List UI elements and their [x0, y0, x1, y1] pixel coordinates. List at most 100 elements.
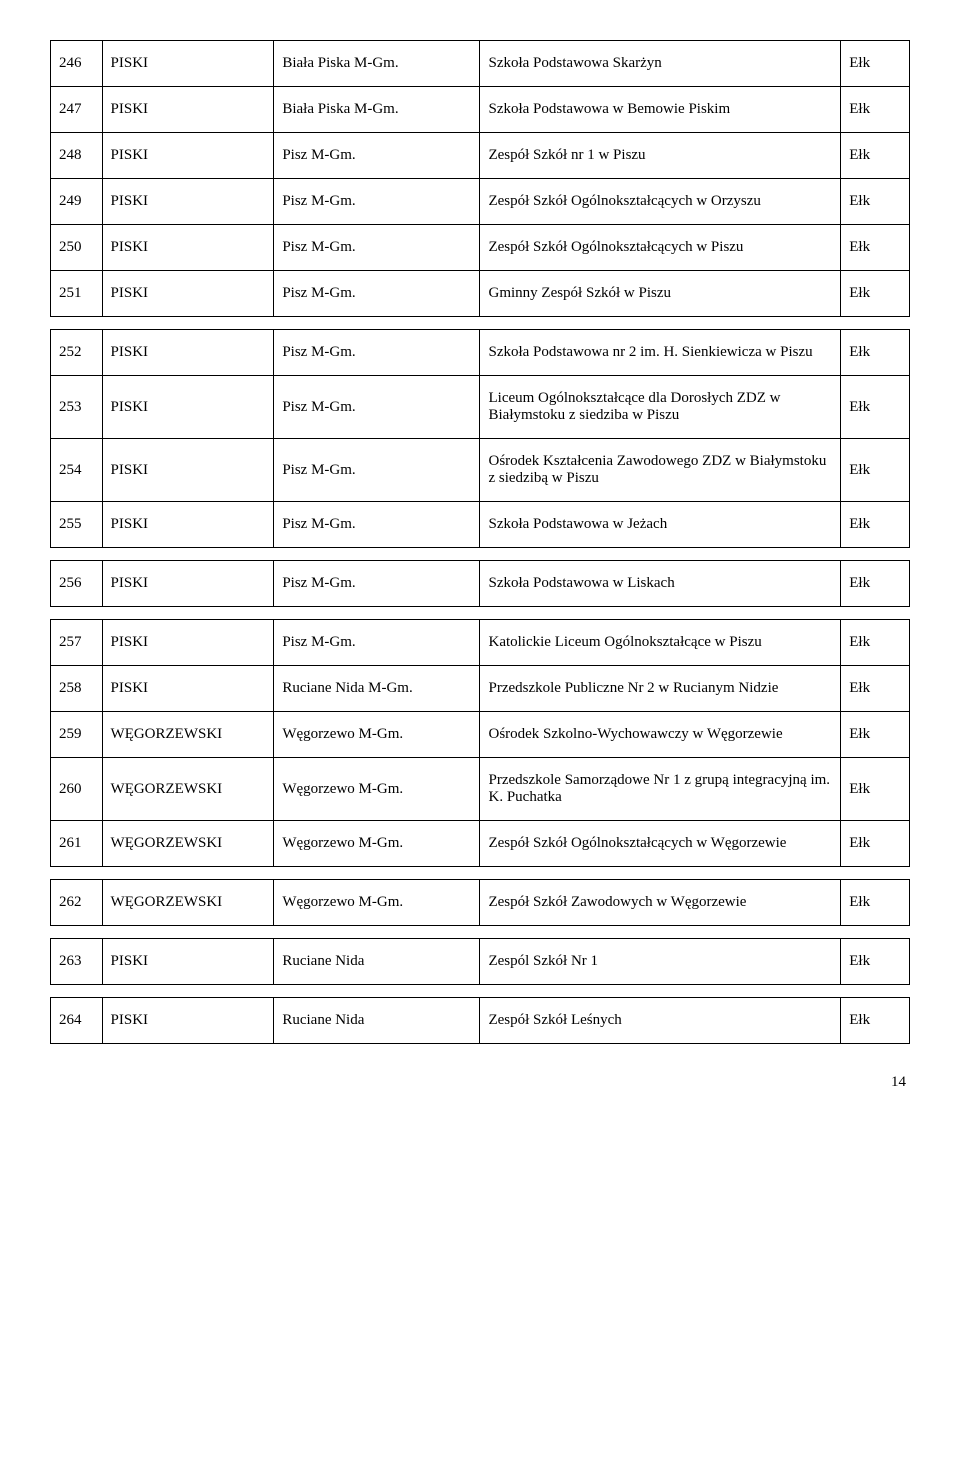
cell-number: 250 — [51, 225, 103, 271]
cell-gmina: Ruciane Nida — [274, 998, 480, 1044]
cell-number: 248 — [51, 133, 103, 179]
table-row: 252PISKIPisz M-Gm.Szkoła Podstawowa nr 2… — [51, 330, 910, 376]
table-row: 250PISKIPisz M-Gm.Zespół Szkół Ogólnoksz… — [51, 225, 910, 271]
table-row: 253PISKIPisz M-Gm.Liceum Ogólnokształcąc… — [51, 376, 910, 439]
cell-gmina: Pisz M-Gm. — [274, 376, 480, 439]
cell-district: PISKI — [102, 502, 274, 548]
row-gap — [51, 607, 910, 620]
table-row: 261WĘGORZEWSKIWęgorzewo M-Gm.Zespół Szkó… — [51, 821, 910, 867]
cell-gmina: Biała Piska M-Gm. — [274, 87, 480, 133]
cell-gmina: Węgorzewo M-Gm. — [274, 758, 480, 821]
cell-district: PISKI — [102, 330, 274, 376]
cell-city: Ełk — [841, 666, 910, 712]
cell-city: Ełk — [841, 439, 910, 502]
page-number: 14 — [50, 1044, 910, 1091]
cell-gmina: Pisz M-Gm. — [274, 439, 480, 502]
cell-number: 261 — [51, 821, 103, 867]
cell-number: 258 — [51, 666, 103, 712]
table-row: 254PISKIPisz M-Gm.Ośrodek Kształcenia Za… — [51, 439, 910, 502]
cell-number: 259 — [51, 712, 103, 758]
cell-district: WĘGORZEWSKI — [102, 821, 274, 867]
table-row: 262WĘGORZEWSKIWęgorzewo M-Gm.Zespół Szkó… — [51, 880, 910, 926]
cell-gmina: Węgorzewo M-Gm. — [274, 821, 480, 867]
cell-district: PISKI — [102, 439, 274, 502]
cell-district: PISKI — [102, 133, 274, 179]
cell-school: Zespół Szkół Zawodowych w Węgorzewie — [480, 880, 841, 926]
cell-number: 252 — [51, 330, 103, 376]
schools-table: 246PISKIBiała Piska M-Gm.Szkoła Podstawo… — [50, 40, 910, 1044]
table-row: 246PISKIBiała Piska M-Gm.Szkoła Podstawo… — [51, 41, 910, 87]
row-gap — [51, 926, 910, 939]
table-row: 263PISKIRuciane NidaZespól Szkół Nr 1Ełk — [51, 939, 910, 985]
cell-school: Zespół Szkół Ogólnokształcących w Piszu — [480, 225, 841, 271]
cell-city: Ełk — [841, 225, 910, 271]
cell-district: PISKI — [102, 620, 274, 666]
cell-school: Ośrodek Kształcenia Zawodowego ZDZ w Bia… — [480, 439, 841, 502]
table-row: 256PISKIPisz M-Gm.Szkoła Podstawowa w Li… — [51, 561, 910, 607]
cell-district: PISKI — [102, 87, 274, 133]
table-row: 257PISKIPisz M-Gm.Katolickie Liceum Ogól… — [51, 620, 910, 666]
cell-gmina: Pisz M-Gm. — [274, 179, 480, 225]
cell-school: Gminny Zespół Szkół w Piszu — [480, 271, 841, 317]
cell-district: WĘGORZEWSKI — [102, 758, 274, 821]
row-gap — [51, 317, 910, 330]
cell-district: WĘGORZEWSKI — [102, 712, 274, 758]
cell-gmina: Pisz M-Gm. — [274, 225, 480, 271]
row-gap — [51, 548, 910, 561]
cell-gmina: Biała Piska M-Gm. — [274, 41, 480, 87]
table-row: 248PISKIPisz M-Gm.Zespół Szkół nr 1 w Pi… — [51, 133, 910, 179]
cell-city: Ełk — [841, 620, 910, 666]
cell-gmina: Węgorzewo M-Gm. — [274, 880, 480, 926]
table-row: 259WĘGORZEWSKIWęgorzewo M-Gm.Ośrodek Szk… — [51, 712, 910, 758]
table-row: 249PISKIPisz M-Gm.Zespół Szkół Ogólnoksz… — [51, 179, 910, 225]
cell-district: PISKI — [102, 41, 274, 87]
cell-city: Ełk — [841, 712, 910, 758]
row-gap — [51, 867, 910, 880]
cell-gmina: Pisz M-Gm. — [274, 133, 480, 179]
cell-number: 249 — [51, 179, 103, 225]
cell-school: Szkoła Podstawowa Skarżyn — [480, 41, 841, 87]
cell-school: Zespół Szkół Ogólnokształcących w Węgorz… — [480, 821, 841, 867]
cell-school: Katolickie Liceum Ogólnokształcące w Pis… — [480, 620, 841, 666]
cell-school: Przedszkole Samorządowe Nr 1 z grupą int… — [480, 758, 841, 821]
table-row: 264PISKIRuciane NidaZespół Szkół Leśnych… — [51, 998, 910, 1044]
cell-number: 264 — [51, 998, 103, 1044]
cell-school: Zespół Szkół nr 1 w Piszu — [480, 133, 841, 179]
cell-city: Ełk — [841, 939, 910, 985]
table-row: 251PISKIPisz M-Gm.Gminny Zespół Szkół w … — [51, 271, 910, 317]
table-row: 255PISKIPisz M-Gm.Szkoła Podstawowa w Je… — [51, 502, 910, 548]
cell-city: Ełk — [841, 880, 910, 926]
cell-school: Zespół Szkół Leśnych — [480, 998, 841, 1044]
cell-district: PISKI — [102, 939, 274, 985]
cell-school: Zespól Szkół Nr 1 — [480, 939, 841, 985]
cell-number: 246 — [51, 41, 103, 87]
cell-district: WĘGORZEWSKI — [102, 880, 274, 926]
cell-number: 256 — [51, 561, 103, 607]
cell-school: Szkoła Podstawowa nr 2 im. H. Sienkiewic… — [480, 330, 841, 376]
cell-city: Ełk — [841, 758, 910, 821]
cell-gmina: Pisz M-Gm. — [274, 561, 480, 607]
cell-number: 262 — [51, 880, 103, 926]
table-row: 260WĘGORZEWSKIWęgorzewo M-Gm.Przedszkole… — [51, 758, 910, 821]
row-gap — [51, 985, 910, 998]
cell-city: Ełk — [841, 271, 910, 317]
cell-city: Ełk — [841, 133, 910, 179]
cell-gmina: Ruciane Nida M-Gm. — [274, 666, 480, 712]
cell-gmina: Pisz M-Gm. — [274, 502, 480, 548]
cell-district: PISKI — [102, 225, 274, 271]
cell-district: PISKI — [102, 998, 274, 1044]
cell-city: Ełk — [841, 87, 910, 133]
table-row: 247PISKIBiała Piska M-Gm.Szkoła Podstawo… — [51, 87, 910, 133]
cell-district: PISKI — [102, 666, 274, 712]
cell-district: PISKI — [102, 376, 274, 439]
cell-district: PISKI — [102, 179, 274, 225]
cell-city: Ełk — [841, 376, 910, 439]
cell-city: Ełk — [841, 998, 910, 1044]
cell-city: Ełk — [841, 821, 910, 867]
cell-number: 255 — [51, 502, 103, 548]
cell-school: Szkoła Podstawowa w Bemowie Piskim — [480, 87, 841, 133]
cell-city: Ełk — [841, 502, 910, 548]
cell-gmina: Pisz M-Gm. — [274, 620, 480, 666]
cell-number: 253 — [51, 376, 103, 439]
cell-school: Szkoła Podstawowa w Jeżach — [480, 502, 841, 548]
